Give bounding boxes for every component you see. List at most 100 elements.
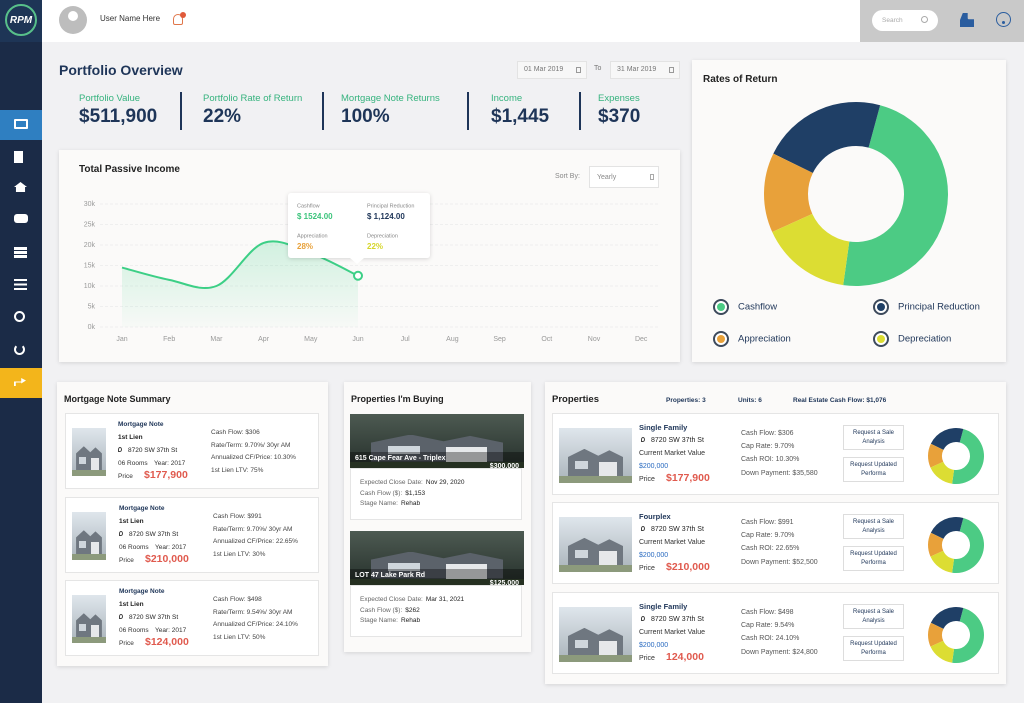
nav-item[interactable] [0, 302, 42, 332]
detail-value: Nov 29, 2020 [425, 479, 465, 486]
kpi-label: Mortgage Note Returns [341, 93, 440, 104]
nav-item[interactable] [0, 110, 42, 140]
kpi-label: Portfolio Value [79, 93, 141, 104]
property-image [559, 428, 632, 483]
kpi-separator [180, 92, 182, 130]
detail-value: Rehab [400, 617, 421, 624]
sort-select[interactable]: Yearly [589, 166, 659, 188]
request-button[interactable]: Request Updated Performa [843, 546, 904, 571]
property-type: Fourplex [639, 512, 671, 521]
property-image [350, 531, 524, 585]
button-label: Request a Sale Analysis [852, 430, 895, 445]
property-detail: Down Payment: $52,500 [741, 559, 818, 566]
kpi-value: 22% [203, 106, 242, 127]
note-detail: 1st Lien LTV: 75% [211, 467, 264, 474]
detail-row: Stage Name: Rehab [360, 617, 420, 624]
button-label: Request Updated Performa [850, 462, 897, 477]
market-value: $200,000 [639, 642, 669, 649]
price-label: Price [639, 476, 655, 483]
house-door [90, 624, 99, 638]
house-door [599, 462, 617, 477]
calendar-icon [669, 67, 674, 73]
kpi-value: $511,900 [79, 106, 158, 127]
date-to[interactable]: 31 Mar 2019 [610, 61, 680, 79]
detail-label: Stage Name: [360, 617, 398, 624]
property-detail: Cash Flow: $991 [741, 519, 794, 526]
property-image [559, 517, 632, 572]
house-window [79, 456, 86, 464]
buying-name: 615 Cape Fear Ave - Triplex [355, 455, 446, 462]
market-label: Current Market Value [639, 450, 706, 457]
request-button[interactable]: Request a Sale Analysis [843, 425, 904, 450]
nav-icon [14, 119, 28, 129]
nav-item[interactable] [0, 367, 42, 397]
nav-item[interactable] [0, 142, 42, 172]
help-dot [1002, 21, 1005, 24]
note-lien: 1st Lien [118, 434, 143, 441]
detail-value: $262 [405, 606, 420, 614]
detail-row: Expected Close Date: Mar 31, 2021 [360, 596, 464, 603]
nav-icon [14, 214, 28, 223]
detail-label: Cash Flow ($): [360, 489, 403, 497]
buying-details [350, 468, 522, 520]
property-detail: Cash ROI: 10.30% [741, 456, 800, 463]
nav-item[interactable] [0, 205, 42, 235]
request-button[interactable]: Request a Sale Analysis [843, 604, 904, 629]
kpi-separator [579, 92, 581, 130]
bell[interactable] [173, 14, 183, 25]
detail-value: Rehab [400, 500, 421, 507]
note-rooms: 06 Rooms [119, 627, 149, 634]
property-image [72, 595, 106, 643]
section-title: Portfolio Overview [59, 62, 183, 78]
property-detail: Down Payment: $24,800 [741, 649, 818, 656]
nav-item[interactable] [0, 335, 42, 365]
detail-row: Cash Flow ($): $262 [360, 607, 420, 614]
property-stat: Real Estate Cash Flow: $1,076 [793, 397, 887, 404]
note-item [65, 413, 319, 489]
property-price: $210,000 [666, 561, 710, 573]
house-door [445, 447, 488, 462]
note-detail: 1st Lien LTV: 50% [213, 634, 266, 641]
avatar-head [68, 11, 78, 21]
property-detail: Cap Rate: 9.54% [741, 622, 795, 629]
logo: RPM [5, 4, 37, 36]
house-door [445, 564, 488, 579]
image-shade [350, 452, 524, 468]
note-title: Mortgage Note [118, 421, 164, 428]
nav-item[interactable] [0, 270, 42, 300]
nav-item[interactable] [0, 238, 42, 268]
property-address: 8720 SW 37th St [651, 526, 704, 533]
date-from[interactable]: 01 Mar 2019 [517, 61, 587, 79]
nav-icon [14, 344, 25, 355]
button-label: Request a Sale Analysis [852, 519, 895, 534]
search-placeholder: Search [882, 17, 903, 24]
market-value: $200,000 [639, 463, 669, 470]
request-button[interactable]: Request Updated Performa [843, 457, 904, 482]
price-label: Price [639, 565, 655, 572]
nav-item[interactable] [0, 173, 42, 203]
detail-value: $1,153 [405, 489, 426, 497]
search[interactable]: Search [872, 10, 938, 31]
help-icon[interactable] [996, 12, 1011, 27]
kpi-value: $1,445 [491, 106, 550, 127]
note-detail: Annualized CF/Price: 24.10% [213, 621, 298, 628]
note-price: $177,900 [144, 469, 188, 481]
property-stat: Properties: 3 [666, 397, 706, 404]
request-button[interactable]: Request Updated Performa [843, 636, 904, 661]
market-label: Current Market Value [639, 539, 706, 546]
property-detail: Cap Rate: 9.70% [741, 443, 795, 450]
property-stat: Units: 6 [738, 397, 762, 404]
bell-badge [180, 12, 186, 18]
nav-active [0, 110, 42, 140]
note-price: $124,000 [145, 636, 189, 648]
sort-label: Sort By: [555, 173, 580, 180]
property-detail: Cash ROI: 24.10% [741, 635, 800, 642]
property-detail: Cash Flow: $498 [741, 609, 794, 616]
note-address: 8720 SW 37th St [128, 447, 178, 454]
buying-price-wrap: $300,000 [440, 455, 519, 473]
nav-highlight [0, 368, 42, 398]
nav-icon [14, 151, 23, 163]
property-address: 8720 SW 37th St [651, 616, 704, 623]
request-button[interactable]: Request a Sale Analysis [843, 514, 904, 539]
detail-label: Expected Close Date: [360, 596, 423, 603]
